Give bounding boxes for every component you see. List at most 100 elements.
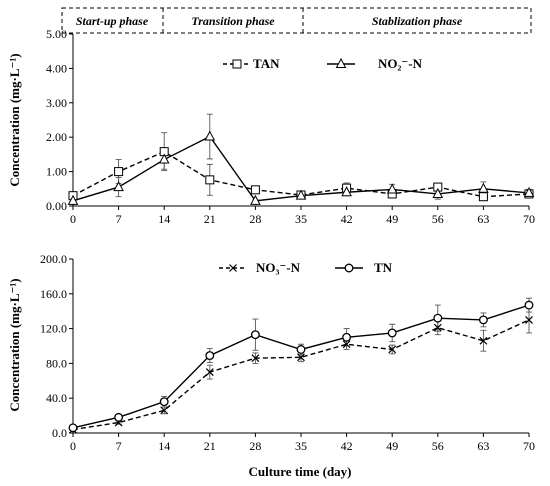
- top-x-tick-label: 35: [295, 212, 307, 226]
- data-point: [251, 354, 260, 363]
- legend-label-no3: NO₃⁻-N: [256, 260, 301, 275]
- data-point: [342, 340, 351, 349]
- top-x-tick-label: 49: [386, 212, 398, 226]
- top-markers-non: [67, 130, 535, 205]
- legend-label-tn: TN: [374, 260, 393, 275]
- top-y-tick-label: 3.00: [46, 96, 67, 110]
- data-point: [205, 175, 215, 185]
- top-x-tick-label: 0: [70, 212, 76, 226]
- data-point: [433, 313, 443, 323]
- data-point: [432, 187, 444, 198]
- data-point: [297, 353, 305, 362]
- data-point: [204, 130, 216, 141]
- bottom-x-tick-label: 35: [295, 439, 307, 453]
- bottom-y-tick-label: 0.0: [52, 426, 67, 440]
- top-x-tick-label: 28: [249, 212, 261, 226]
- legend-label-tan: TAN: [253, 56, 280, 71]
- data-point: [250, 330, 260, 340]
- data-point: [342, 332, 352, 342]
- phase-label-startup: Start-up phase: [76, 14, 149, 28]
- data-point: [478, 182, 489, 193]
- bottom-x-tick-label: 56: [432, 439, 444, 453]
- bottom-x-tick-label: 42: [341, 439, 353, 453]
- data-point: [478, 315, 488, 325]
- legend-marker: [344, 263, 354, 273]
- data-point: [250, 194, 261, 205]
- data-point: [114, 167, 124, 177]
- bottom-x-axis-label: Culture time (day): [248, 464, 351, 479]
- bottom-legend: NO₃⁻-N TN: [219, 260, 393, 275]
- chart-top: Concentration (mg·L⁻¹) 0.00 1.00 2.00 3.00 4…: [7, 27, 535, 226]
- bottom-x-tick-label: 28: [249, 439, 261, 453]
- bottom-x-tick-label: 70: [523, 439, 535, 453]
- data-point: [67, 194, 79, 205]
- legend-marker: [335, 57, 347, 68]
- data-point: [68, 423, 78, 433]
- bottom-x-tick-label: 21: [204, 439, 216, 453]
- top-y-tick-label: 0.00: [46, 199, 67, 213]
- data-point: [525, 315, 533, 324]
- bottom-x-tick-label: 63: [477, 439, 489, 453]
- data-point: [387, 328, 397, 338]
- data-point: [113, 181, 124, 192]
- data-point: [478, 192, 488, 202]
- bottom-x-tick-label: 49: [386, 439, 398, 453]
- data-point: [479, 336, 488, 345]
- legend-marker: [232, 59, 242, 69]
- top-y-tick-label: 1.00: [46, 165, 67, 179]
- data-point: [433, 323, 442, 332]
- bottom-errorbars-non: [70, 306, 532, 431]
- data-point: [524, 300, 534, 310]
- bottom-markers-non: [69, 315, 533, 434]
- bottom-x-tick-label: 0: [70, 439, 76, 453]
- top-x-tick-label: 63: [477, 212, 489, 226]
- top-axes: 0.00 1.00 2.00 3.00 4.00 5.00 0 7 14 21 28 35 42 49 56…: [46, 27, 535, 226]
- top-x-tick-label: 70: [523, 212, 535, 226]
- data-point: [205, 368, 214, 377]
- top-x-tick-label: 7: [116, 212, 122, 226]
- data-point: [341, 186, 352, 197]
- bottom-y-tick-label: 120.0: [40, 322, 67, 336]
- data-point: [388, 345, 397, 354]
- data-point: [523, 186, 535, 197]
- top-y-tick-label: 4.00: [46, 61, 67, 75]
- bottom-markers-tn: [68, 300, 534, 433]
- bottom-y-tick-label: 160.0: [40, 287, 67, 301]
- legend-marker: [229, 264, 237, 272]
- phase-label-transition: Transition phase: [191, 14, 275, 28]
- data-point: [205, 351, 215, 361]
- data-point: [296, 345, 306, 354]
- data-point: [386, 183, 398, 194]
- top-plot-area: [67, 113, 535, 205]
- top-legend: TAN NO₂⁻-N: [223, 56, 423, 71]
- data-point: [114, 412, 124, 422]
- top-x-tick-label: 42: [341, 212, 353, 226]
- top-y-tick-label: 2.00: [46, 130, 67, 144]
- bottom-plot-area: [68, 297, 534, 434]
- data-point: [295, 189, 307, 200]
- bottom-y-tick-label: 40.0: [46, 391, 67, 405]
- top-y-axis-label: Concentration (mg·L⁻¹): [7, 53, 22, 186]
- top-series-line-tan: [72, 150, 530, 198]
- data-point: [250, 185, 260, 195]
- top-x-tick-label: 14: [158, 212, 170, 226]
- data-point: [158, 153, 170, 164]
- phase-header: Start-up phase Transition phase Stabliza…: [61, 7, 532, 34]
- bottom-y-tick-label: 200.0: [40, 252, 67, 266]
- bottom-x-tick-label: 7: [116, 439, 122, 453]
- bottom-x-tick-label: 14: [158, 439, 170, 453]
- top-errorbars-non: [70, 113, 532, 204]
- legend-label-no2: NO₂⁻-N: [378, 56, 423, 71]
- bottom-series-line-non: [72, 319, 530, 431]
- top-x-tick-label: 56: [432, 212, 444, 226]
- data-point: [160, 406, 169, 415]
- bottom-axes: 0.0 40.0 80.0 120.0 160.0 200.0 0 7 14 21 28 35 42 49…: [40, 252, 535, 453]
- bottom-y-tick-label: 80.0: [46, 356, 67, 370]
- top-y-tick-label: 5.00: [46, 27, 67, 41]
- phase-box: [61, 7, 532, 34]
- bottom-series-line-tn: [72, 304, 530, 429]
- chart-bottom: Concentration (mg·L⁻¹) Culture time (day…: [7, 252, 535, 479]
- top-x-tick-label: 21: [204, 212, 216, 226]
- data-point: [159, 397, 169, 407]
